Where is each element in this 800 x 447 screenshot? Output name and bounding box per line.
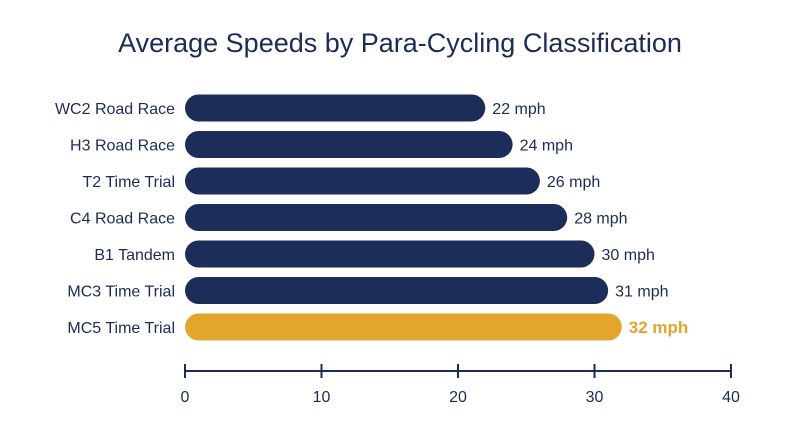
x-axis: 0 10 20 30 40 <box>181 364 740 406</box>
value-label: 28 mph <box>574 211 627 228</box>
bar <box>185 167 540 195</box>
x-tick-label: 10 <box>313 389 331 406</box>
category-label: B1 Tandem <box>94 247 175 264</box>
bar <box>185 313 622 341</box>
category-label: T2 Time Trial <box>83 174 175 191</box>
bar <box>185 277 609 304</box>
value-label: 32 mph <box>629 318 689 337</box>
bar <box>185 94 486 122</box>
value-label: 31 mph <box>615 284 668 301</box>
x-tick-label: 30 <box>586 389 604 406</box>
category-label: C4 Road Race <box>70 211 175 228</box>
category-label: WC2 Road Race <box>55 101 175 118</box>
value-label: 30 mph <box>602 247 655 264</box>
bar <box>185 131 513 158</box>
category-label: MC5 Time Trial <box>67 320 175 337</box>
category-label: MC3 Time Trial <box>67 284 175 301</box>
chart-title: Average Speeds by Para-Cycling Classific… <box>118 28 682 58</box>
value-label: 24 mph <box>520 138 573 155</box>
value-label: 26 mph <box>547 174 600 191</box>
x-tick-label: 0 <box>181 389 190 406</box>
bars-group: WC2 Road Race 22 mph H3 Road Race 24 mph T2 … <box>55 94 689 341</box>
x-tick-label: 40 <box>722 389 740 406</box>
x-tick-label: 20 <box>449 389 467 406</box>
bar <box>185 204 568 231</box>
bar <box>185 240 595 268</box>
category-label: H3 Road Race <box>70 138 175 155</box>
value-label: 22 mph <box>492 101 545 118</box>
